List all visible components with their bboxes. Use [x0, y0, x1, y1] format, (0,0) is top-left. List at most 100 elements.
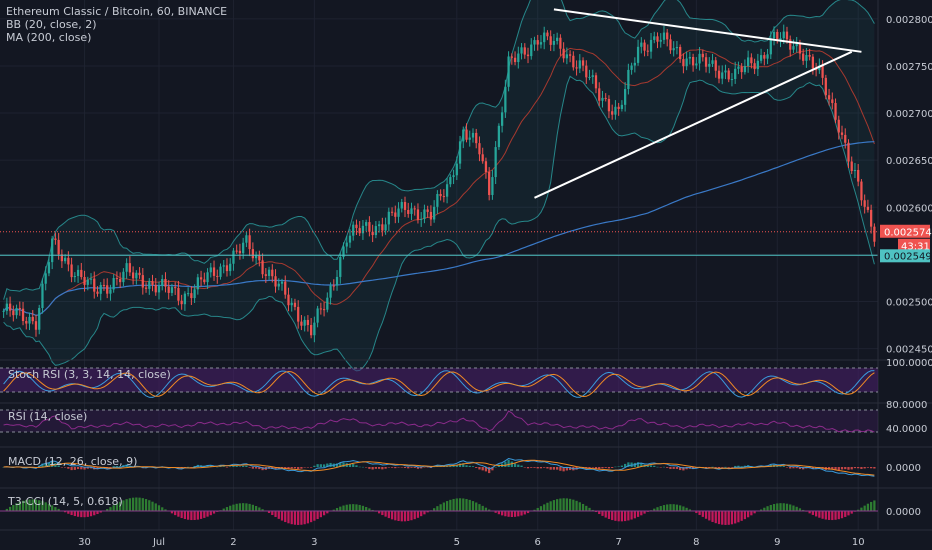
- cci-hist-bar: [850, 511, 853, 514]
- cci-hist-bar: [549, 501, 552, 511]
- candle-body: [433, 206, 436, 220]
- time-tick-label: 9: [774, 537, 780, 548]
- cci-hist-bar: [290, 511, 293, 525]
- macd-hist-bar: [782, 466, 785, 467]
- candle-body: [229, 263, 232, 272]
- macd-hist-bar: [403, 467, 407, 468]
- candle-body: [701, 53, 704, 58]
- candle-body: [543, 32, 546, 43]
- macd-hist-bar: [704, 467, 708, 468]
- cci-hist-bar: [636, 511, 640, 517]
- cci-hist-bar: [229, 505, 232, 511]
- candle-body: [831, 99, 834, 104]
- cci-hist-bar: [785, 503, 789, 511]
- candle-body: [488, 171, 491, 195]
- macd-hist-bar: [290, 467, 293, 469]
- macd-hist-bar: [313, 465, 316, 467]
- candles-group: [2, 24, 876, 343]
- candle-body: [504, 86, 507, 113]
- cci-hist-bar: [18, 501, 21, 511]
- macd-hist-bar: [374, 467, 378, 469]
- candle-body: [280, 281, 284, 284]
- t3-cci-label[interactable]: T3-CCI (14, 5, 0.618): [8, 495, 123, 508]
- cci-hist-bar: [594, 511, 598, 513]
- symbol-title[interactable]: Ethereum Classic / Bitcoin, 60, BINANCE: [6, 5, 228, 18]
- candle-body: [25, 320, 28, 324]
- macd-hist-bar: [76, 467, 80, 470]
- time-tick-label: 3: [311, 537, 317, 548]
- cci-hist-bar: [747, 511, 750, 518]
- cci-hist-bar: [452, 498, 455, 511]
- candle-body: [99, 284, 102, 294]
- candle-body: [267, 269, 271, 276]
- candle-body: [28, 316, 31, 324]
- candle-body: [212, 267, 216, 276]
- candle-body: [714, 60, 717, 71]
- candle-body: [394, 212, 397, 217]
- macd-hist-bar: [384, 467, 387, 469]
- candle-body: [329, 285, 332, 298]
- cci-hist-bar: [342, 505, 345, 511]
- cci-hist-bar: [643, 511, 646, 514]
- cci-hist-bar: [261, 509, 264, 511]
- candle-body: [481, 154, 484, 162]
- macd-hist-bar: [549, 467, 552, 470]
- ma-indicator-label[interactable]: MA (200, close): [6, 31, 92, 44]
- candle-body: [83, 277, 86, 285]
- candle-body: [688, 56, 692, 59]
- cci-hist-bar: [254, 505, 258, 511]
- candle-body: [397, 208, 400, 217]
- macd-hist-bar: [491, 467, 494, 471]
- candle-body: [847, 142, 850, 162]
- macd-hist-bar: [811, 467, 815, 470]
- macd-hist-bar: [326, 463, 329, 467]
- cci-hist-bar: [322, 511, 326, 516]
- candle-body: [695, 63, 698, 66]
- candle-body: [290, 302, 293, 306]
- candle-body: [199, 277, 203, 280]
- cci-hist-bar: [410, 511, 413, 521]
- candle-body: [607, 98, 611, 112]
- cci-hist-bar: [319, 511, 322, 518]
- cci-hist-bar: [623, 511, 627, 522]
- cci-hist-bar: [31, 499, 34, 511]
- reference-price-badge: [880, 249, 930, 263]
- candle-body: [186, 293, 190, 295]
- cci-hist-bar: [238, 503, 242, 511]
- cci-hist-bar: [792, 505, 795, 511]
- candle-body: [776, 31, 779, 41]
- cci-hist-bar: [12, 505, 15, 511]
- candle-body: [400, 202, 403, 209]
- bb-indicator-label[interactable]: BB (20, close, 2): [6, 18, 97, 31]
- candle-body: [808, 54, 811, 57]
- macd-hist-bar: [656, 466, 659, 468]
- candle-body: [737, 66, 740, 69]
- macd-hist-bar: [80, 467, 83, 470]
- macd-hist-bar: [646, 465, 649, 467]
- candle-body: [740, 66, 743, 73]
- cci-hist-bar: [135, 497, 138, 511]
- rsi-label[interactable]: RSI (14, close): [8, 410, 88, 423]
- macd-hist-bar: [724, 466, 727, 468]
- cci-hist-bar: [251, 504, 255, 511]
- candle-body: [254, 255, 258, 259]
- cci-hist-bar: [533, 509, 536, 511]
- cci-hist-bar: [640, 511, 643, 516]
- candle-body: [264, 274, 267, 276]
- cci-hist-bar: [827, 511, 831, 520]
- time-tick-label: 30: [78, 537, 91, 548]
- cci-hist-bar: [458, 498, 462, 511]
- stoch-rsi-label[interactable]: Stoch RSI (3, 3, 14, 14, close): [8, 368, 171, 381]
- cci-hist-bar: [157, 505, 161, 511]
- cci-hist-bar: [617, 511, 620, 522]
- candle-body: [219, 266, 222, 277]
- cci-hist-bar: [44, 502, 47, 511]
- macd-hist-bar: [611, 467, 614, 469]
- macd-hist-bar: [109, 467, 112, 468]
- macd-label[interactable]: MACD (12, 26, close, 9): [8, 455, 138, 468]
- candle-body: [759, 55, 763, 61]
- candle-body: [303, 319, 306, 326]
- candle-body: [70, 264, 73, 278]
- cci-hist-bar: [310, 511, 313, 523]
